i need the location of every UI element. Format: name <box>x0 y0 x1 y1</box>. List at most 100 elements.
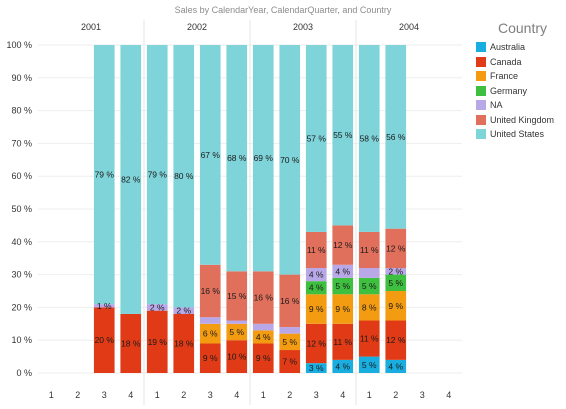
x-tick-label: 2 <box>181 390 186 400</box>
data-label: 79 % <box>95 170 115 180</box>
bar-segment[interactable] <box>252 343 274 373</box>
bar-segment[interactable] <box>226 45 248 272</box>
bar-segment[interactable] <box>252 330 274 344</box>
bar-segment[interactable] <box>358 231 380 269</box>
bar-segment[interactable] <box>332 277 354 295</box>
bar-segment[interactable] <box>173 307 195 314</box>
x-tick-label: 1 <box>367 390 372 400</box>
bar-segment[interactable] <box>93 304 115 308</box>
bar-segment[interactable] <box>332 359 354 373</box>
bar-segment[interactable] <box>358 294 380 321</box>
data-label: 5 % <box>388 278 403 288</box>
bar-segment[interactable] <box>146 45 168 305</box>
data-label: 10 % <box>227 352 247 362</box>
bar-segment[interactable] <box>173 45 195 308</box>
bar-segment[interactable] <box>226 271 248 321</box>
legend-label: France <box>490 71 519 82</box>
data-label: 18 % <box>174 338 194 348</box>
legend-item[interactable]: France <box>476 69 566 84</box>
data-label: 5 % <box>282 337 297 347</box>
y-tick-label: 80 % <box>11 106 32 116</box>
bar-segment[interactable] <box>252 45 274 272</box>
legend-item[interactable]: Australia <box>476 40 566 55</box>
bar-segment[interactable] <box>279 350 301 373</box>
x-tick-label: 1 <box>261 390 266 400</box>
bar-segment[interactable] <box>385 320 407 360</box>
bar-segment[interactable] <box>385 274 407 291</box>
year-header: 2004 <box>399 22 419 32</box>
y-axis: 0 % 10 % 20 % 30 % 40 % 50 % 60 % 70 % 80 % 90 % 1… <box>6 40 32 378</box>
legend-swatch <box>476 71 486 82</box>
bar-segment[interactable] <box>358 356 380 373</box>
data-label: 70 % <box>280 155 300 165</box>
data-label: 3 % <box>309 363 324 373</box>
bar-segment[interactable] <box>199 343 221 373</box>
data-label: 15 % <box>227 291 247 301</box>
bar-segment[interactable] <box>120 313 142 373</box>
data-label: 12 % <box>386 243 406 253</box>
legend-swatch <box>476 129 486 140</box>
bar-segment[interactable] <box>279 333 301 351</box>
legend-item[interactable]: NA <box>476 98 566 113</box>
bar-segment[interactable] <box>358 45 380 232</box>
data-label: 5 % <box>229 327 244 337</box>
bar-segment[interactable] <box>305 268 327 282</box>
bar-segment[interactable] <box>385 268 407 275</box>
legend-item[interactable]: Germany <box>476 84 566 99</box>
bar-segment[interactable] <box>199 264 221 318</box>
data-label: 16 % <box>254 293 274 303</box>
bar-segment[interactable] <box>279 327 301 334</box>
x-tick-label: 4 <box>234 390 239 400</box>
bar-segment[interactable] <box>279 45 301 275</box>
bar-segment[interactable] <box>226 340 248 373</box>
bar-segment[interactable] <box>332 264 354 278</box>
legend: Country Australia Canada France Germany NA Un… <box>476 20 566 142</box>
bar-segment[interactable] <box>252 271 274 324</box>
legend-item[interactable]: United Kingdom <box>476 113 566 128</box>
bar-segment[interactable] <box>120 45 142 314</box>
data-label: 69 % <box>254 153 274 163</box>
bar-segment[interactable] <box>173 313 195 373</box>
bar-segment[interactable] <box>199 317 221 324</box>
bar-segment[interactable] <box>332 225 354 265</box>
bar-segment[interactable] <box>305 45 327 232</box>
bars <box>93 45 407 373</box>
bar-segment[interactable] <box>332 323 354 360</box>
bar-segment[interactable] <box>358 320 380 357</box>
bar-segment[interactable] <box>93 45 115 305</box>
y-tick-label: 10 % <box>11 335 32 345</box>
bar-segment[interactable] <box>199 45 221 265</box>
legend-item[interactable]: United States <box>476 127 566 142</box>
bar-segment[interactable] <box>252 323 274 331</box>
bar-segment[interactable] <box>305 363 327 373</box>
bar-segment[interactable] <box>226 323 248 341</box>
bar-segment[interactable] <box>305 294 327 324</box>
bar-segment[interactable] <box>305 323 327 364</box>
bar-segment[interactable] <box>332 45 354 226</box>
bar-segment[interactable] <box>305 231 327 269</box>
bar-segment[interactable] <box>146 304 168 311</box>
bar-segment[interactable] <box>279 274 301 328</box>
bar-segment[interactable] <box>305 281 327 295</box>
bar-segment[interactable] <box>385 45 407 229</box>
data-label: 2 % <box>150 302 165 312</box>
bar-segment[interactable] <box>385 291 407 321</box>
x-tick-label: 4 <box>446 390 451 400</box>
data-label: 20 % <box>95 335 115 345</box>
y-tick-label: 90 % <box>11 73 32 83</box>
bar-segment[interactable] <box>199 323 221 344</box>
legend-item[interactable]: Canada <box>476 55 566 70</box>
data-label: 18 % <box>121 338 141 348</box>
bar-segment[interactable] <box>146 310 168 373</box>
bar-segment[interactable] <box>226 320 248 324</box>
bar-segment[interactable] <box>332 294 354 324</box>
bar-segment[interactable] <box>358 277 380 295</box>
bar-segment[interactable] <box>93 307 115 373</box>
bar-segment[interactable] <box>358 268 380 278</box>
bar-segment[interactable] <box>385 359 407 373</box>
data-label: 19 % <box>148 337 168 347</box>
x-tick-label: 4 <box>128 390 133 400</box>
legend-swatch <box>476 56 486 67</box>
bar-segment[interactable] <box>385 228 407 269</box>
x-tick-label: 2 <box>75 390 80 400</box>
